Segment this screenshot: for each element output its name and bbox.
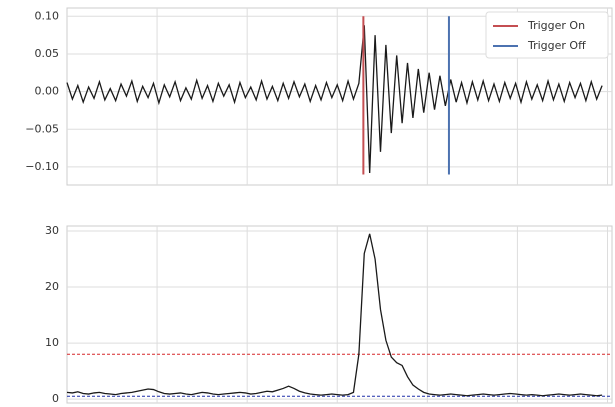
legend-label: Trigger On	[527, 19, 585, 32]
y-tick-label: 0.10	[35, 9, 60, 22]
y-tick-label: 20	[45, 280, 59, 293]
y-tick-label: −0.10	[25, 160, 59, 173]
trace-line	[66, 233, 603, 397]
y-tick-label: −0.05	[25, 122, 59, 135]
y-tick-label: 0.05	[35, 47, 60, 60]
trace-line	[66, 25, 603, 173]
y-tick-label: 30	[45, 224, 59, 237]
y-tick-label: 10	[45, 336, 59, 349]
legend-label: Trigger Off	[527, 39, 586, 52]
plot-area	[66, 225, 613, 404]
y-tick-label: 0	[52, 392, 59, 405]
y-tick-label: 0.00	[35, 85, 60, 98]
